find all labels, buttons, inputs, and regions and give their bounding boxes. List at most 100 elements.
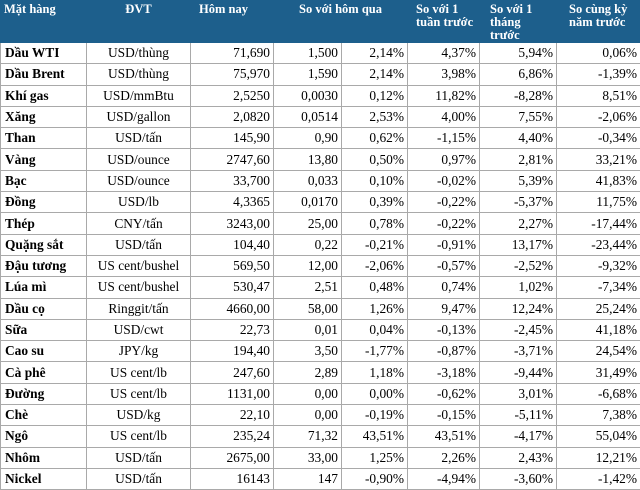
change-absolute: 3,50 <box>274 341 342 362</box>
change-vs-month: -5,37% <box>480 192 557 213</box>
unit-cell: USD/lb <box>87 192 191 213</box>
change-absolute: 0,0514 <box>274 106 342 127</box>
change-vs-year: 25,24% <box>557 298 640 319</box>
commodity-name: Dầu WTI <box>1 43 87 64</box>
change-absolute: 1,590 <box>274 64 342 85</box>
change-vs-year: 7,38% <box>557 405 640 426</box>
change-vs-month: -5,11% <box>480 405 557 426</box>
change-vs-year: -17,44% <box>557 213 640 234</box>
change-vs-year: -1,42% <box>557 468 640 489</box>
unit-cell: US cent/bushel <box>87 277 191 298</box>
header-vs-month: So với 1 tháng trước <box>480 1 557 43</box>
change-vs-week: 4,00% <box>408 106 480 127</box>
change-vs-year: -23,44% <box>557 234 640 255</box>
change-vs-yesterday: 0,00% <box>342 383 408 404</box>
change-vs-week: -0,91% <box>408 234 480 255</box>
price-today: 22,10 <box>191 405 274 426</box>
commodity-name: Sữa <box>1 319 87 340</box>
change-vs-year: -7,34% <box>557 277 640 298</box>
commodity-name: Nhôm <box>1 447 87 468</box>
change-vs-month: 5,94% <box>480 43 557 64</box>
change-absolute: 0,00 <box>274 383 342 404</box>
change-vs-yesterday: 0,04% <box>342 319 408 340</box>
unit-cell: USD/tấn <box>87 447 191 468</box>
change-vs-week: -0,13% <box>408 319 480 340</box>
change-absolute: 2,51 <box>274 277 342 298</box>
header-vs-week: So với 1 tuần trước <box>408 1 480 43</box>
unit-cell: USD/ounce <box>87 170 191 191</box>
commodity-name: Nickel <box>1 468 87 489</box>
change-absolute: 0,0030 <box>274 85 342 106</box>
change-vs-yesterday: -2,06% <box>342 255 408 276</box>
change-vs-month: 5,39% <box>480 170 557 191</box>
change-vs-year: 55,04% <box>557 426 640 447</box>
unit-cell: USD/tấn <box>87 128 191 149</box>
unit-cell: Ringgit/tấn <box>87 298 191 319</box>
commodity-name: Lúa mì <box>1 277 87 298</box>
change-vs-year: 31,49% <box>557 362 640 383</box>
price-today: 4,3365 <box>191 192 274 213</box>
change-vs-year: -1,39% <box>557 64 640 85</box>
change-vs-week: 9,47% <box>408 298 480 319</box>
price-today: 2,5250 <box>191 85 274 106</box>
change-absolute: 13,80 <box>274 149 342 170</box>
unit-cell: USD/tấn <box>87 468 191 489</box>
unit-cell: US cent/bushel <box>87 255 191 276</box>
change-absolute: 71,32 <box>274 426 342 447</box>
change-vs-month: 7,55% <box>480 106 557 127</box>
change-vs-year: 24,54% <box>557 341 640 362</box>
change-absolute: 0,01 <box>274 319 342 340</box>
commodity-name: Than <box>1 128 87 149</box>
price-today: 247,60 <box>191 362 274 383</box>
change-vs-yesterday: 0,50% <box>342 149 408 170</box>
commodity-name: Ngô <box>1 426 87 447</box>
change-absolute: 33,00 <box>274 447 342 468</box>
commodity-name: Thép <box>1 213 87 234</box>
commodity-name: Vàng <box>1 149 87 170</box>
change-vs-month: 4,40% <box>480 128 557 149</box>
change-vs-month: 3,01% <box>480 383 557 404</box>
change-vs-week: -3,18% <box>408 362 480 383</box>
commodity-name: Quặng sắt <box>1 234 87 255</box>
change-vs-week: -1,15% <box>408 128 480 149</box>
commodity-name: Xăng <box>1 106 87 127</box>
change-vs-yesterday: 1,25% <box>342 447 408 468</box>
change-vs-yesterday: 0,62% <box>342 128 408 149</box>
price-today: 71,690 <box>191 43 274 64</box>
header-item: Mặt hàng <box>1 1 87 43</box>
unit-cell: USD/gallon <box>87 106 191 127</box>
change-vs-year: 33,21% <box>557 149 640 170</box>
unit-cell: USD/tấn <box>87 234 191 255</box>
price-today: 104,40 <box>191 234 274 255</box>
change-vs-month: -9,44% <box>480 362 557 383</box>
commodity-name: Đường <box>1 383 87 404</box>
change-vs-week: 11,82% <box>408 85 480 106</box>
unit-cell: US cent/lb <box>87 426 191 447</box>
change-vs-year: 41,83% <box>557 170 640 191</box>
change-vs-month: 6,86% <box>480 64 557 85</box>
unit-cell: US cent/lb <box>87 383 191 404</box>
commodity-name: Dầu cọ <box>1 298 87 319</box>
commodity-name: Cà phê <box>1 362 87 383</box>
header-vs-yesterday: So với hôm qua <box>274 1 408 43</box>
price-today: 235,24 <box>191 426 274 447</box>
change-vs-yesterday: 2,14% <box>342 43 408 64</box>
change-vs-month: 1,02% <box>480 277 557 298</box>
price-today: 22,73 <box>191 319 274 340</box>
change-vs-yesterday: 2,53% <box>342 106 408 127</box>
change-vs-month: 13,17% <box>480 234 557 255</box>
change-vs-year: -9,32% <box>557 255 640 276</box>
commodity-name: Cao su <box>1 341 87 362</box>
table-header-row: Mặt hàng ĐVT Hôm nay So với hôm qua So v… <box>1 1 640 43</box>
